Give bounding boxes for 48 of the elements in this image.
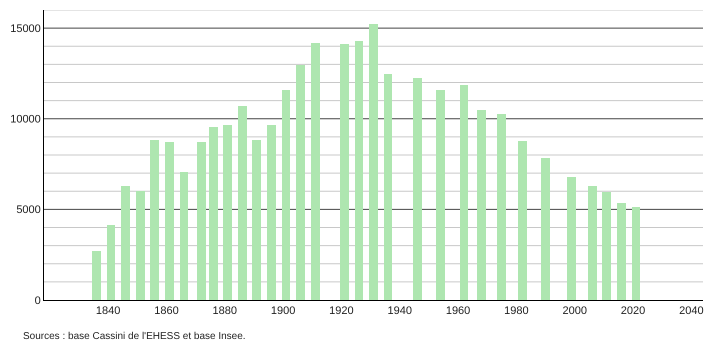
x-tick-label: 1880 [212, 305, 238, 318]
y-tick-label: 0 [34, 294, 41, 307]
bar [436, 90, 445, 300]
bar [165, 142, 174, 300]
x-tick-label: 1960 [446, 305, 470, 318]
x-tick-label: 1980 [504, 305, 529, 318]
x-tick-label: 1920 [329, 305, 354, 318]
bar [518, 141, 527, 300]
bar [497, 114, 506, 300]
bar [369, 24, 378, 300]
bar [311, 43, 320, 300]
bar [632, 207, 640, 300]
y-tick-label: 10000 [10, 114, 41, 126]
x-tick-label: 2040 [679, 305, 704, 318]
bar [209, 127, 218, 300]
bar [223, 125, 232, 300]
bar [602, 192, 611, 300]
bar [197, 142, 206, 300]
source-note: Sources : base Cassini de l'EHESS et base Insee. [23, 331, 246, 340]
bar [340, 44, 349, 300]
bar [413, 78, 422, 300]
bar [180, 172, 188, 300]
bar [541, 158, 550, 300]
bar [238, 106, 247, 300]
bar [107, 225, 115, 300]
bar [92, 251, 101, 300]
bar [267, 125, 276, 300]
bar [282, 90, 290, 300]
x-tick-label: 2000 [562, 305, 587, 318]
bar [567, 177, 576, 300]
bar [252, 140, 261, 300]
bar [296, 65, 305, 300]
y-tick-label: 5000 [16, 204, 41, 216]
bar [588, 186, 597, 300]
bar [477, 110, 486, 300]
x-tick-label: 1940 [388, 305, 412, 318]
bar [355, 41, 363, 300]
bar [121, 186, 130, 300]
bar [460, 85, 468, 300]
bar [150, 140, 159, 300]
bar [617, 203, 626, 300]
x-tick-label: 1900 [270, 305, 296, 318]
bar [136, 191, 145, 300]
x-tick-label: 2020 [620, 305, 646, 318]
y-tick-label: 15000 [10, 22, 41, 35]
x-tick-label: 1860 [154, 305, 179, 318]
bar [384, 74, 392, 300]
x-tick-label: 1840 [96, 305, 120, 318]
